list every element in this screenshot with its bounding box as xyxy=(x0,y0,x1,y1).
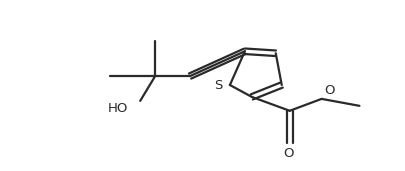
Text: S: S xyxy=(213,78,222,91)
Text: O: O xyxy=(283,147,293,160)
Text: O: O xyxy=(324,84,334,97)
Text: HO: HO xyxy=(108,102,128,115)
